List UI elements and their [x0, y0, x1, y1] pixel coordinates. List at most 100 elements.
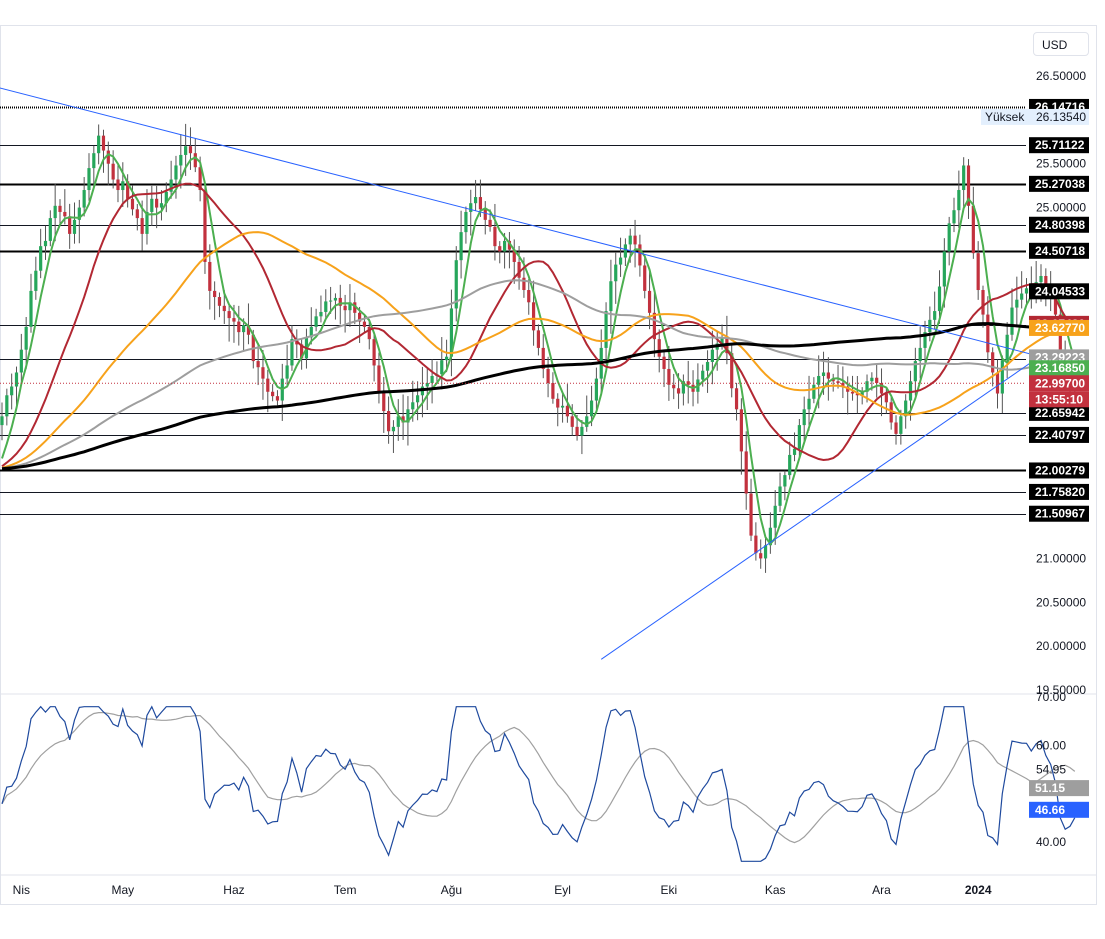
- candle-body: [377, 365, 381, 392]
- candle-body: [773, 505, 777, 528]
- candle-body: [676, 388, 681, 394]
- time-axis-label: 2024: [965, 883, 992, 897]
- countdown-tag: 13:55:10: [1029, 391, 1089, 408]
- candle-body: [464, 211, 468, 233]
- candle-body: [77, 207, 81, 220]
- candle-body: [454, 260, 458, 309]
- candle-body: [754, 535, 758, 554]
- level-price-tag-bg: [1029, 483, 1089, 500]
- candle-body: [512, 249, 516, 262]
- candle-body: [594, 378, 599, 401]
- candle-body: [411, 402, 415, 410]
- candle-body: [39, 246, 43, 271]
- candle-body: [739, 409, 743, 452]
- level-price-tag-label: 25.71122: [1035, 138, 1085, 152]
- time-axis-label: Kas: [765, 883, 786, 897]
- moving-average-line: [1, 231, 1075, 469]
- last-price-tag: 22.99700: [1029, 375, 1089, 392]
- candle-body: [483, 209, 487, 220]
- candle-body: [449, 308, 454, 357]
- level-price-tag: 21.50967: [1029, 505, 1089, 522]
- candle-body: [478, 197, 483, 210]
- candle-body: [493, 226, 497, 247]
- candle-body: [121, 181, 125, 191]
- candle-body: [942, 251, 946, 287]
- candle-body: [68, 216, 72, 234]
- candle-body: [232, 318, 236, 322]
- candle-body: [556, 398, 560, 408]
- candle-body: [193, 153, 197, 168]
- candle-body: [208, 261, 212, 291]
- candle-body: [517, 261, 521, 278]
- candle-body: [159, 203, 164, 208]
- oscillator-axis-tick: 40.00: [1036, 835, 1066, 849]
- candle-body: [730, 353, 734, 389]
- trendline[interactable]: [600, 351, 1047, 660]
- candle-body: [430, 375, 434, 383]
- time-axis-label: Ara: [872, 883, 891, 897]
- candle-body: [966, 165, 971, 206]
- candle-body: [971, 205, 975, 254]
- candle-body: [24, 326, 28, 350]
- candle-body: [213, 290, 217, 298]
- candle-body: [58, 205, 62, 212]
- last-price-tag-bg: [1029, 375, 1089, 392]
- candle-body: [203, 190, 207, 262]
- candle-body: [256, 361, 260, 368]
- candle-body: [440, 360, 444, 375]
- candle-body: [686, 381, 690, 385]
- candle-body: [87, 168, 91, 191]
- candle-body: [657, 339, 661, 357]
- oscillator-tag: 51.15: [1029, 780, 1089, 797]
- candle-body: [923, 332, 927, 348]
- candle-body: [324, 301, 328, 312]
- candle-body: [870, 377, 874, 382]
- candle-body: [1015, 299, 1019, 308]
- candle-body: [889, 402, 893, 423]
- candle-body: [623, 244, 627, 258]
- time-axis-label: Ağu: [441, 883, 462, 897]
- candle-body: [242, 325, 246, 333]
- candle-body: [169, 179, 173, 192]
- price-axis-tick: 20.50000: [1036, 595, 1086, 609]
- trendline[interactable]: [0, 85, 1075, 366]
- candle-body: [10, 386, 14, 396]
- candle-body: [681, 381, 685, 394]
- level-price-tag: 21.75820: [1029, 483, 1089, 500]
- candle-body: [135, 209, 139, 219]
- candle-body: [382, 391, 386, 412]
- candle-body: [507, 240, 512, 250]
- candle-body: [551, 383, 555, 399]
- candle-body: [560, 405, 565, 408]
- candle-body: [275, 396, 280, 401]
- candle-body: [937, 286, 942, 312]
- candle-body: [406, 409, 410, 423]
- candle-body: [913, 361, 917, 382]
- candle-body: [488, 219, 492, 227]
- candle-body: [1044, 275, 1048, 287]
- indicator-price-tag-label: 23.16850: [1035, 361, 1085, 375]
- level-price-tag-label: 21.75820: [1035, 485, 1085, 499]
- level-price-tag: 22.00279: [1029, 462, 1089, 479]
- time-axis-label: May: [111, 883, 134, 897]
- candle-body: [884, 393, 888, 403]
- candle-body: [1024, 288, 1029, 294]
- candle-body: [749, 493, 753, 536]
- level-price-tag-label: 24.50718: [1035, 244, 1085, 258]
- level-price-tag-label: 21.50967: [1035, 507, 1085, 521]
- level-price-tag-label: 25.27038: [1035, 177, 1085, 191]
- candle-body: [585, 416, 589, 427]
- candle-body: [836, 381, 840, 383]
- candle-body: [633, 235, 637, 245]
- candle-body: [184, 146, 188, 155]
- candle-body: [976, 253, 980, 291]
- candle-body: [802, 409, 806, 426]
- level-price-tag-bg: [1029, 216, 1089, 233]
- oscillator-tag: 46.66: [1029, 801, 1089, 818]
- price-axis-tick: 26.50000: [1036, 69, 1086, 83]
- candle-body: [290, 339, 294, 366]
- candle-body: [155, 198, 159, 208]
- currency-button[interactable]: USD: [1033, 32, 1089, 56]
- oscillator-axis-tick: 54.95: [1036, 763, 1066, 777]
